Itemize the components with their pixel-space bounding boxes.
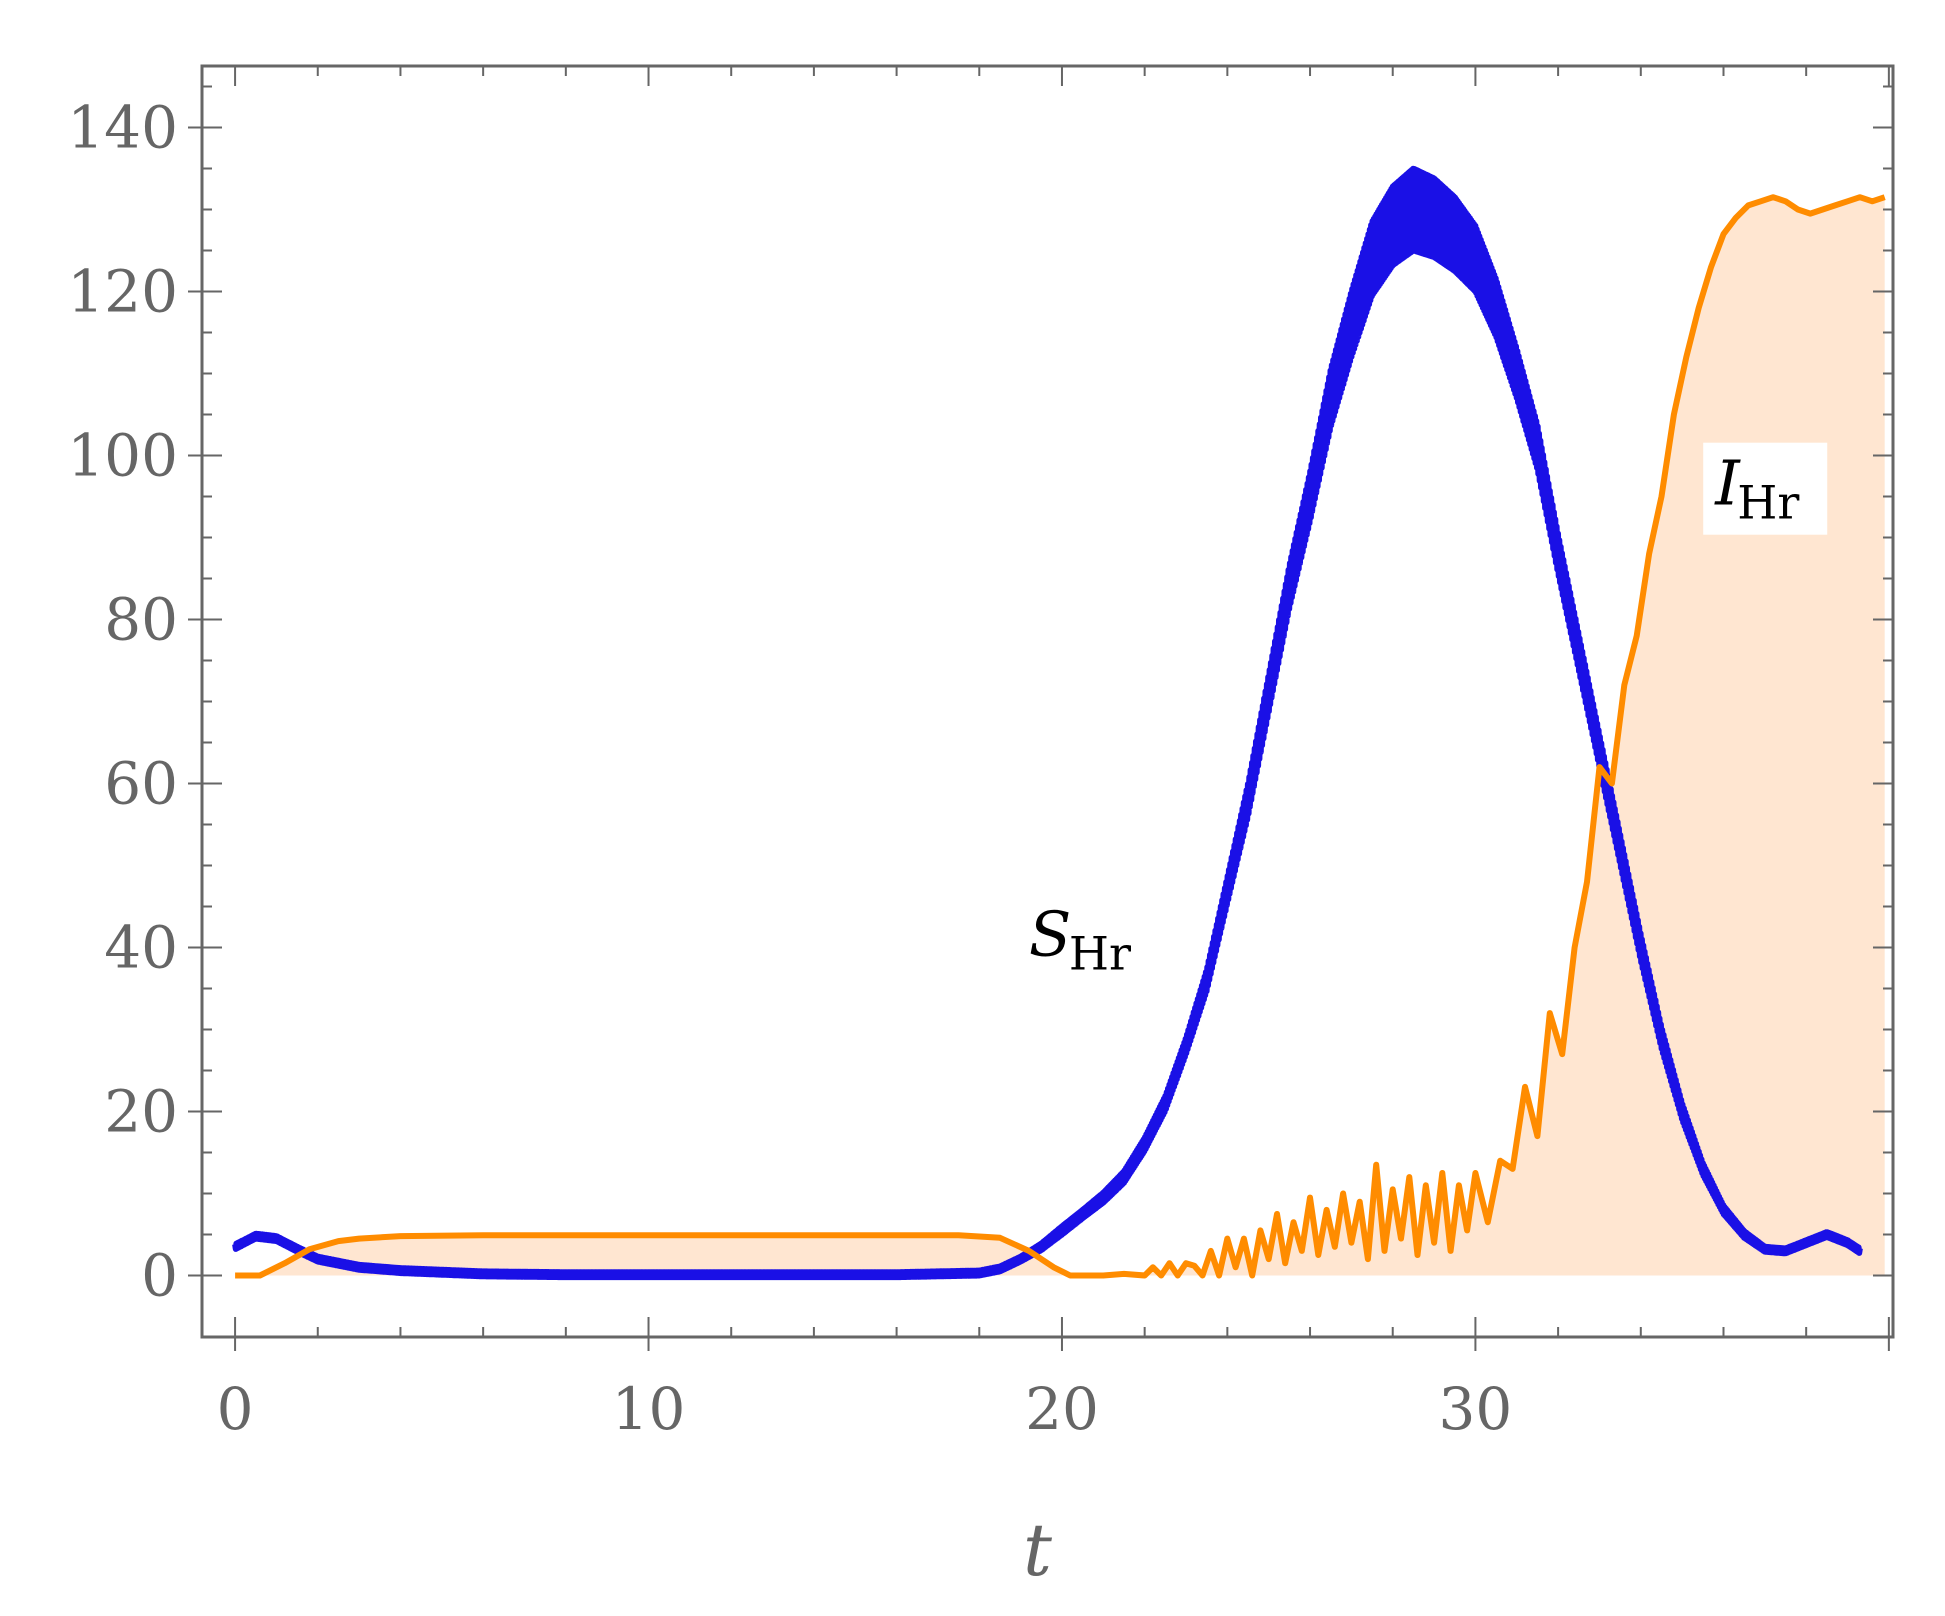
ticks-layer bbox=[188, 66, 1893, 1351]
annotation-label: I bbox=[1714, 447, 1741, 520]
x-tick-label: 30 bbox=[1439, 1375, 1513, 1443]
x-tick-label: 0 bbox=[217, 1375, 254, 1443]
series-annotation: SHr bbox=[1029, 898, 1131, 981]
x-tick-label: 20 bbox=[1025, 1375, 1099, 1443]
series-annotation: IHr bbox=[1703, 442, 1828, 535]
annotation-background bbox=[1703, 442, 1828, 535]
y-tick-label: 120 bbox=[67, 258, 178, 326]
annotation-subscript: Hr bbox=[1069, 927, 1131, 981]
annotation-subscript: Hr bbox=[1737, 476, 1799, 530]
tick-labels-layer: 0 10 20 30 0 20 40 60 80 100 120 140 bbox=[67, 94, 1512, 1444]
i-hr-area-layer bbox=[235, 197, 1885, 1276]
i-hr-line bbox=[235, 194, 1886, 1279]
x-tick-label: 10 bbox=[612, 1375, 686, 1443]
y-tick-label: 80 bbox=[104, 586, 178, 654]
series-layer bbox=[232, 165, 1886, 1281]
y-tick-label: 140 bbox=[67, 94, 178, 162]
y-tick-label: 40 bbox=[104, 914, 178, 982]
annotation-label: S bbox=[1029, 898, 1071, 971]
y-tick-label: 20 bbox=[104, 1078, 178, 1146]
y-tick-label: 60 bbox=[104, 750, 178, 818]
s-hr-line bbox=[232, 165, 1863, 1281]
y-tick-label: 100 bbox=[67, 422, 178, 490]
x-axis-title: t bbox=[1023, 1508, 1053, 1592]
i-hr-area bbox=[235, 197, 1885, 1276]
y-tick-label: 0 bbox=[141, 1242, 178, 1310]
